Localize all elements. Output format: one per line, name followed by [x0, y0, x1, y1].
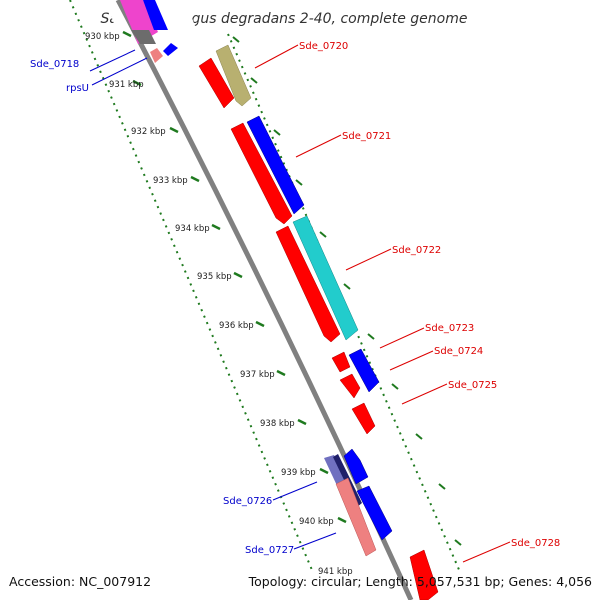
- inner-tick: [132, 79, 142, 87]
- track-band: [105, 0, 442, 600]
- label-sde-0724[interactable]: Sde_0724: [434, 346, 483, 357]
- tick-label-933: 933 kbp: [153, 176, 188, 186]
- label-sde-0721[interactable]: Sde_0721: [342, 131, 391, 142]
- tick-label-936: 936 kbp: [219, 321, 254, 331]
- inner-tick: [190, 175, 200, 183]
- outer-tick: [391, 383, 399, 390]
- label-sde-0726[interactable]: Sde_0726: [223, 496, 272, 507]
- tick-label-930: 930 kbp: [85, 32, 120, 42]
- tick-label-939: 939 kbp: [281, 468, 316, 478]
- inner-tick: [169, 126, 179, 134]
- inner-dotted-guide: [69, 0, 313, 571]
- leader-line-sde-0723: [379, 327, 425, 349]
- inner-tick: [255, 320, 265, 328]
- outer-tick: [367, 333, 375, 340]
- outer-tick: [250, 77, 258, 84]
- genome-stats-text: Topology: circular; Length: 5,057,531 bp…: [248, 574, 592, 589]
- gene-sde-0725[interactable]: [351, 402, 376, 435]
- gene-red-0720[interactable]: [198, 57, 235, 109]
- leader-line-sde-0721: [295, 134, 342, 158]
- gene-small-blue[interactable]: [163, 43, 178, 56]
- inner-tick: [233, 271, 243, 279]
- outer-tick: [415, 433, 423, 440]
- gene-sde-0723[interactable]: [331, 351, 351, 373]
- outer-tick: [438, 483, 446, 490]
- leader-line-sde-0718: [89, 49, 136, 72]
- inner-tick: [319, 467, 329, 475]
- inner-tick: [276, 369, 286, 377]
- gene-blue-0727[interactable]: [356, 485, 393, 541]
- tick-label-931: 931 kbp: [109, 80, 144, 90]
- inner-ticks: [122, 30, 347, 524]
- gene-blue-0726[interactable]: [343, 448, 369, 485]
- gene-sde-0721[interactable]: [246, 115, 305, 215]
- inner-tick: [337, 516, 347, 524]
- leader-line-sde-0726: [272, 481, 318, 501]
- leader-line-sde-0727: [293, 532, 337, 550]
- tick-label-941: 941 kbp: [318, 567, 353, 577]
- outer-tick: [343, 283, 351, 290]
- gene-red-0721[interactable]: [230, 122, 293, 225]
- leader-line-sde-0722: [345, 248, 392, 271]
- outer-tick: [273, 129, 281, 136]
- tick-label-937: 937 kbp: [240, 370, 275, 380]
- tick-label-938: 938 kbp: [260, 419, 295, 429]
- leader-line-rpsU: [91, 57, 148, 86]
- label-sde-0728[interactable]: Sde_0728: [511, 538, 560, 549]
- label-sde-0727[interactable]: Sde_0727: [245, 545, 294, 556]
- leader-line-sde-0725: [401, 383, 448, 405]
- leader-line-sde-0720: [254, 44, 299, 69]
- outer-ticks: [232, 36, 462, 546]
- tick-label-932: 932 kbp: [131, 127, 166, 137]
- tick-label-935: 935 kbp: [197, 272, 232, 282]
- gene-block-gray[interactable]: [131, 30, 156, 44]
- outer-tick: [319, 231, 327, 238]
- inner-tick: [297, 418, 307, 426]
- gene-sde-0727[interactable]: [335, 477, 377, 557]
- tick-label-940: 940 kbp: [299, 517, 334, 527]
- outer-tick: [295, 179, 303, 186]
- tick-label-934: 934 kbp: [175, 224, 210, 234]
- leader-line-sde-0724: [389, 350, 434, 371]
- label-rpsU[interactable]: rpsU: [66, 83, 89, 94]
- outer-tick: [232, 36, 240, 43]
- label-sde-0720[interactable]: Sde_0720: [299, 41, 348, 52]
- label-sde-0718[interactable]: Sde_0718: [30, 59, 79, 70]
- label-sde-0725[interactable]: Sde_0725: [448, 380, 497, 391]
- gene-block-blue-top[interactable]: [143, 0, 168, 30]
- gene-sde-0720[interactable]: [215, 44, 252, 107]
- gene-red-0722[interactable]: [275, 225, 341, 343]
- inner-tick: [122, 30, 132, 38]
- outer-tick: [454, 539, 462, 546]
- gene-sde-0728[interactable]: [409, 549, 439, 600]
- label-sde-0722[interactable]: Sde_0722: [392, 245, 441, 256]
- leader-line-sde-0728: [462, 541, 511, 563]
- label-sde-0723[interactable]: Sde_0723: [425, 323, 474, 334]
- gene-sde-0722[interactable]: [292, 215, 359, 341]
- gene-rpsU[interactable]: [150, 48, 163, 63]
- gene-red-small[interactable]: [339, 373, 361, 399]
- gene-sde-0724[interactable]: [348, 348, 380, 393]
- accession-text: Accession: NC_007912: [9, 574, 151, 589]
- inner-tick: [211, 223, 221, 231]
